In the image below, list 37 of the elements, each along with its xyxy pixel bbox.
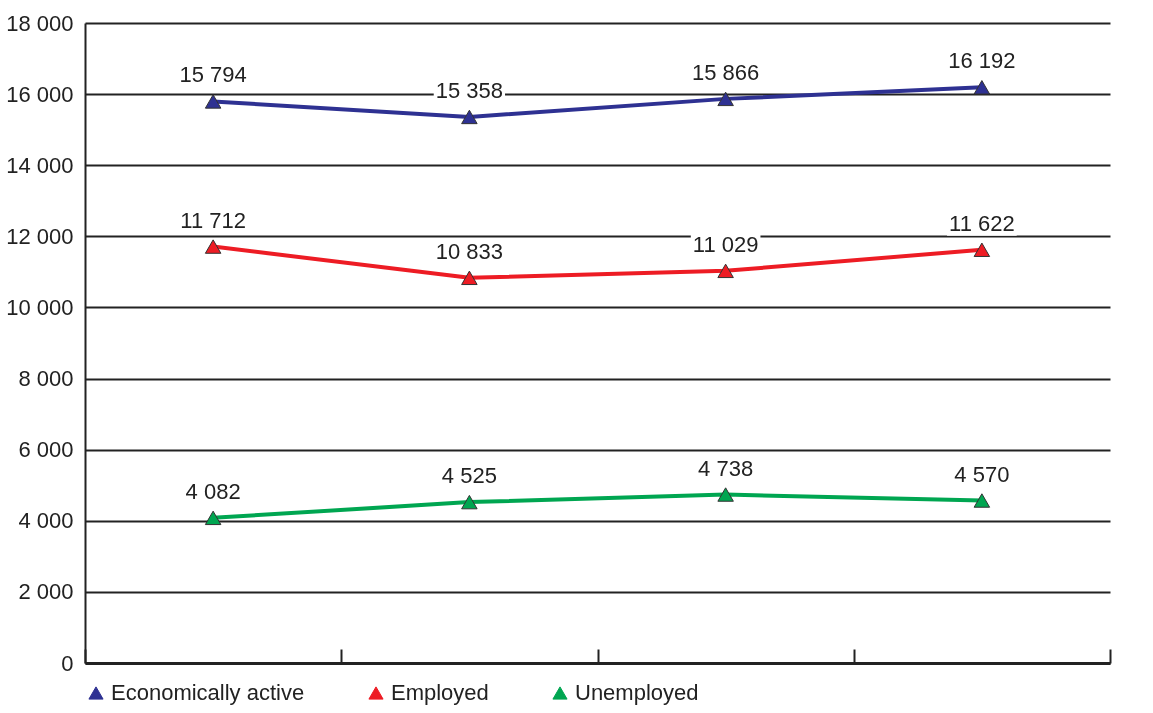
data-label: 4 525 xyxy=(441,463,497,489)
point xyxy=(717,91,734,107)
y-tick-label: 10 000 xyxy=(6,294,74,320)
data-label: 15 866 xyxy=(691,59,760,85)
y-tick-label: 2 000 xyxy=(18,579,74,605)
data-label: 10 833 xyxy=(435,238,504,264)
point xyxy=(461,109,478,125)
y-tick-label: 14 000 xyxy=(6,152,74,178)
data-label: 15 358 xyxy=(435,77,504,103)
point xyxy=(204,94,222,109)
point xyxy=(717,263,734,279)
point xyxy=(973,80,991,95)
legend-label: Unemployed xyxy=(575,680,699,705)
data-label: 11 622 xyxy=(949,210,1015,236)
y-tick-label: 18 000 xyxy=(6,10,74,36)
y-tick-label: 16 000 xyxy=(6,81,74,107)
legend-label: Employed xyxy=(391,680,489,705)
point xyxy=(461,270,478,286)
point xyxy=(717,487,734,502)
point xyxy=(204,510,222,526)
y-tick-label: 6 000 xyxy=(18,437,74,463)
data-label: 16 192 xyxy=(948,48,1016,74)
point xyxy=(461,494,478,510)
legend-label: Economically active xyxy=(111,680,305,705)
data-label: 11 712 xyxy=(180,207,246,233)
data-label: 4 082 xyxy=(185,478,241,504)
point xyxy=(204,239,222,254)
data-label: 11 029 xyxy=(692,231,759,257)
data-label: 4 738 xyxy=(698,455,754,481)
data-label: 15 794 xyxy=(179,62,247,88)
y-tick-label: 12 000 xyxy=(6,223,74,249)
y-tick-label: 4 000 xyxy=(18,508,74,534)
point xyxy=(973,242,991,257)
y-tick-label: 0 xyxy=(61,650,74,676)
data-label: 4 570 xyxy=(954,461,1010,487)
point xyxy=(973,493,991,508)
y-tick-label: 8 000 xyxy=(18,366,74,392)
